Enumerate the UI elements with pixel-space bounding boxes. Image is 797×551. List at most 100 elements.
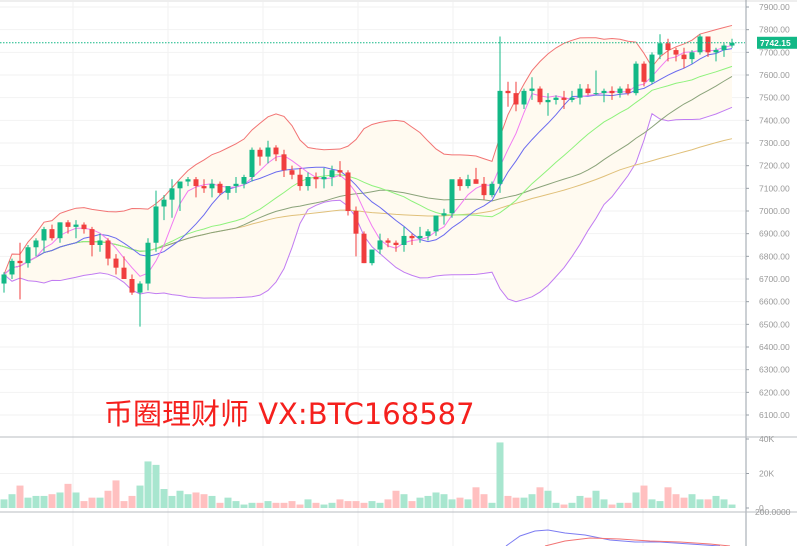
volume-bar[interactable]	[8, 494, 16, 508]
candle-body[interactable]	[65, 222, 71, 227]
volume-bar[interactable]	[24, 497, 32, 508]
volume-bar[interactable]	[488, 502, 496, 508]
volume-bar[interactable]	[232, 501, 240, 508]
volume-bar[interactable]	[712, 495, 720, 508]
volume-bar[interactable]	[152, 464, 160, 508]
candle-body[interactable]	[337, 170, 343, 173]
volume-bar[interactable]	[720, 499, 728, 508]
candle-body[interactable]	[33, 240, 39, 248]
volume-bar[interactable]	[32, 495, 40, 508]
volume-bar[interactable]	[64, 483, 72, 508]
candle-body[interactable]	[521, 90, 527, 105]
volume-bar[interactable]	[112, 480, 120, 508]
volume-bar[interactable]	[704, 499, 712, 508]
candle-body[interactable]	[657, 43, 663, 55]
volume-bar[interactable]	[632, 492, 640, 508]
volume-bar[interactable]	[296, 504, 304, 508]
candle-body[interactable]	[361, 233, 367, 264]
volume-bar[interactable]	[496, 442, 504, 508]
candle-body[interactable]	[585, 88, 591, 94]
volume-bar[interactable]	[376, 502, 384, 508]
candle-body[interactable]	[289, 170, 295, 175]
candle-body[interactable]	[305, 177, 311, 187]
candle-body[interactable]	[601, 90, 607, 94]
candle-body[interactable]	[57, 222, 63, 239]
volume-bar[interactable]	[520, 497, 528, 508]
volume-bar[interactable]	[304, 499, 312, 508]
volume-bar[interactable]	[664, 487, 672, 508]
volume-bar[interactable]	[88, 497, 96, 508]
volume-bar[interactable]	[600, 499, 608, 508]
volume-bar[interactable]	[584, 497, 592, 508]
candle-body[interactable]	[441, 213, 447, 216]
candle-body[interactable]	[697, 36, 703, 53]
volume-bar[interactable]	[240, 504, 248, 508]
candle-body[interactable]	[633, 63, 639, 94]
volume-bar[interactable]	[80, 501, 88, 508]
volume-bar[interactable]	[0, 499, 8, 508]
volume-bar[interactable]	[472, 487, 480, 508]
candle-body[interactable]	[97, 240, 103, 245]
candle-body[interactable]	[425, 231, 431, 236]
volume-bar[interactable]	[688, 494, 696, 508]
volume-bar[interactable]	[648, 499, 656, 508]
volume-bar[interactable]	[728, 504, 736, 508]
volume-bar[interactable]	[168, 495, 176, 508]
volume-bar[interactable]	[512, 497, 520, 508]
candle-body[interactable]	[41, 229, 47, 241]
volume-bar[interactable]	[672, 494, 680, 508]
candle-body[interactable]	[385, 240, 391, 243]
volume-bar[interactable]	[616, 502, 624, 508]
candle-body[interactable]	[497, 90, 503, 184]
candle-body[interactable]	[313, 177, 319, 180]
candle-body[interactable]	[17, 260, 23, 264]
candle-body[interactable]	[409, 235, 415, 239]
candle-body[interactable]	[137, 283, 143, 293]
candle-body[interactable]	[73, 224, 79, 227]
candle-body[interactable]	[321, 177, 327, 180]
candle-body[interactable]	[81, 224, 87, 230]
volume-bar[interactable]	[568, 502, 576, 508]
candle-body[interactable]	[377, 240, 383, 250]
candle-body[interactable]	[617, 88, 623, 94]
candle-body[interactable]	[249, 149, 255, 177]
candle-body[interactable]	[545, 99, 551, 103]
candle-body[interactable]	[673, 50, 679, 55]
volume-bar[interactable]	[416, 497, 424, 508]
candle-body[interactable]	[225, 186, 231, 193]
volume-bar[interactable]	[408, 501, 416, 508]
volume-bar[interactable]	[216, 502, 224, 508]
volume-bar[interactable]	[272, 502, 280, 508]
volume-bar[interactable]	[128, 495, 136, 508]
candle-body[interactable]	[217, 183, 223, 193]
candle-body[interactable]	[433, 215, 439, 232]
volume-bar[interactable]	[200, 494, 208, 508]
candle-body[interactable]	[169, 188, 175, 200]
candle-body[interactable]	[353, 211, 359, 234]
volume-bar[interactable]	[400, 494, 408, 508]
candle-body[interactable]	[185, 179, 191, 182]
candle-body[interactable]	[345, 172, 351, 211]
candle-body[interactable]	[665, 43, 671, 51]
volume-bar[interactable]	[392, 490, 400, 508]
candle-body[interactable]	[209, 183, 215, 189]
volume-bar[interactable]	[432, 492, 440, 508]
candle-body[interactable]	[89, 229, 95, 245]
candle-body[interactable]	[561, 97, 567, 100]
volume-bar[interactable]	[184, 494, 192, 508]
candle-body[interactable]	[1, 274, 7, 284]
volume-bar[interactable]	[144, 461, 152, 508]
candle-body[interactable]	[593, 93, 599, 95]
volume-bar[interactable]	[344, 501, 352, 508]
candle-body[interactable]	[553, 97, 559, 100]
candle-body[interactable]	[649, 54, 655, 82]
candle-body[interactable]	[257, 149, 263, 157]
candle-body[interactable]	[329, 170, 335, 177]
volume-bar[interactable]	[480, 494, 488, 508]
volume-bar[interactable]	[552, 502, 560, 508]
volume-bar[interactable]	[192, 492, 200, 508]
candle-body[interactable]	[505, 90, 511, 94]
volume-bar[interactable]	[504, 495, 512, 508]
